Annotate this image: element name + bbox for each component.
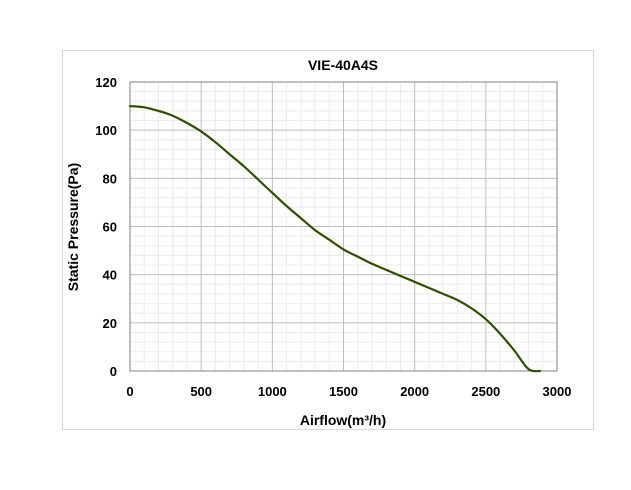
data-points bbox=[129, 105, 541, 372]
series-line bbox=[128, 105, 541, 373]
x-tick-labels: 0 500 1000 1500 2000 2500 3000 bbox=[126, 384, 571, 399]
y-tick-label: 40 bbox=[103, 268, 117, 283]
y-tick-label: 20 bbox=[103, 316, 117, 331]
y-tick-label: 80 bbox=[103, 171, 117, 186]
x-tick-label: 0 bbox=[126, 384, 133, 399]
y-tick-label: 0 bbox=[110, 364, 117, 379]
x-tick-label: 2500 bbox=[471, 384, 500, 399]
plot-border bbox=[129, 81, 558, 372]
x-tick-label: 1500 bbox=[329, 384, 358, 399]
y-tick-label: 100 bbox=[95, 123, 117, 138]
y-tick-label: 60 bbox=[103, 220, 117, 235]
chart-title: VIE-40A4S bbox=[308, 57, 378, 73]
y-tick-label: 120 bbox=[95, 75, 117, 90]
x-tick-label: 1000 bbox=[258, 384, 287, 399]
x-tick-label: 2000 bbox=[400, 384, 429, 399]
x-tick-label: 500 bbox=[190, 384, 212, 399]
x-tick-label: 3000 bbox=[543, 384, 572, 399]
x-axis-label: Airflow(m³/h) bbox=[300, 412, 386, 428]
y-axis-label: Static Pressure(Pa) bbox=[65, 163, 81, 291]
y-tick-labels: 0 20 40 60 80 100 120 bbox=[95, 75, 117, 379]
